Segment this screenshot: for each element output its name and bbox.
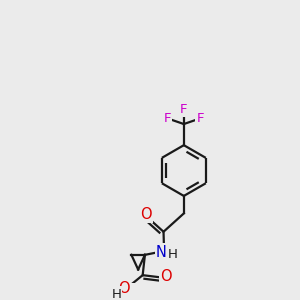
Text: F: F xyxy=(164,112,171,125)
Text: F: F xyxy=(180,103,188,116)
Text: O: O xyxy=(160,268,171,284)
Text: N: N xyxy=(156,244,167,260)
Text: O: O xyxy=(140,207,152,222)
Text: F: F xyxy=(196,112,204,125)
Text: O: O xyxy=(118,281,130,296)
Text: H: H xyxy=(112,287,122,300)
Text: H: H xyxy=(168,248,178,261)
